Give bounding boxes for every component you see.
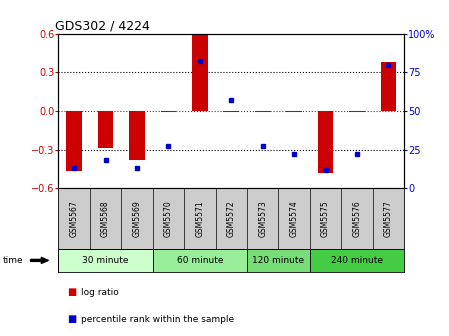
Bar: [153, 249, 247, 272]
Bar: [66, 111, 82, 171]
Bar: [58, 249, 153, 272]
Text: ■: ■: [67, 287, 77, 297]
Bar: [349, 111, 365, 112]
Text: GSM5576: GSM5576: [352, 200, 361, 237]
Text: GSM5572: GSM5572: [227, 200, 236, 237]
Text: 240 minute: 240 minute: [331, 256, 383, 265]
Bar: [310, 249, 404, 272]
Text: GSM5567: GSM5567: [70, 200, 79, 237]
Text: GSM5569: GSM5569: [132, 200, 141, 237]
Text: GSM5573: GSM5573: [258, 200, 267, 237]
Text: GSM5575: GSM5575: [321, 200, 330, 237]
Bar: [381, 62, 396, 111]
Bar: [224, 111, 239, 112]
Text: GSM5574: GSM5574: [290, 200, 299, 237]
Text: GSM5570: GSM5570: [164, 200, 173, 237]
Text: GDS302 / 4224: GDS302 / 4224: [55, 19, 150, 33]
Bar: [98, 111, 113, 148]
Bar: [255, 111, 270, 112]
Text: percentile rank within the sample: percentile rank within the sample: [81, 315, 234, 324]
Bar: [161, 111, 176, 112]
Text: GSM5568: GSM5568: [101, 200, 110, 237]
Bar: [129, 111, 145, 160]
Text: time: time: [2, 256, 23, 265]
Bar: [318, 111, 333, 173]
Bar: [286, 111, 302, 112]
Text: GSM5577: GSM5577: [384, 200, 393, 237]
Bar: [247, 249, 310, 272]
Text: GSM5571: GSM5571: [195, 200, 204, 237]
Text: 30 minute: 30 minute: [82, 256, 129, 265]
Text: 60 minute: 60 minute: [176, 256, 223, 265]
Text: 120 minute: 120 minute: [252, 256, 304, 265]
Bar: [192, 34, 207, 111]
Text: ■: ■: [67, 314, 77, 324]
Text: log ratio: log ratio: [81, 288, 119, 297]
